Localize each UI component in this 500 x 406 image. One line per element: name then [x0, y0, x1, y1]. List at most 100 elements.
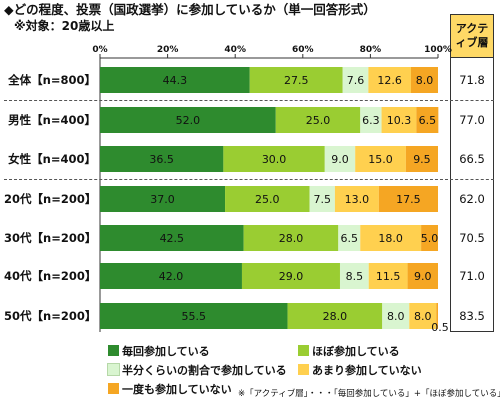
bar-segment — [360, 225, 422, 251]
data-label: 0.5 — [431, 321, 449, 334]
data-label: 13.0 — [345, 193, 370, 206]
bar-segment — [287, 303, 383, 329]
legend-item: 半分くらいの割合で参加している — [107, 363, 287, 378]
data-label: 7.5 — [313, 193, 331, 206]
chart-title: ◆どの程度、投票（国政選挙）に参加しているか（単一回答形式） — [4, 2, 376, 17]
active-layer-value: 77.0 — [459, 113, 485, 127]
data-label: 44.3 — [163, 74, 188, 87]
data-label: 9.0 — [331, 153, 349, 166]
data-label: 9.0 — [414, 270, 432, 283]
bar-segment — [100, 263, 242, 289]
data-label: 29.0 — [279, 270, 304, 283]
data-label: 8.0 — [416, 74, 434, 87]
data-label: 18.0 — [378, 232, 403, 245]
category-label: 男性【n=400】 — [8, 113, 96, 127]
legend-item: 一度も参加していない — [108, 383, 232, 397]
bar-segment — [241, 263, 340, 289]
data-label: 37.0 — [150, 193, 175, 206]
data-label: 42.0 — [159, 270, 184, 283]
bar-segment — [378, 186, 438, 212]
bar-segment — [410, 67, 438, 93]
x-tick-label: 40% — [224, 45, 246, 55]
data-label: 42.5 — [160, 232, 185, 245]
bar-segment — [100, 107, 276, 133]
active-layer-header-label: アクティブ層 — [455, 22, 489, 49]
active-layer-value: 70.5 — [459, 231, 485, 245]
bar-segment — [381, 107, 417, 133]
legend-label: 毎回参加している — [122, 345, 210, 358]
bar-segment — [223, 146, 325, 172]
data-label: 28.0 — [323, 310, 348, 323]
bar-segment — [309, 186, 335, 212]
bar-segment — [368, 67, 411, 93]
data-label: 6.3 — [362, 114, 380, 127]
footnote: ※「アクティブ層」・・・「毎回参加している」+「ほぼ参加している」 — [238, 389, 500, 399]
data-label: 5.0 — [421, 232, 439, 245]
data-label: 55.5 — [182, 310, 207, 323]
group-separator — [4, 179, 448, 180]
bar-segment — [243, 225, 339, 251]
legend-label: ほぼ参加している — [312, 345, 400, 358]
bar-segment — [368, 263, 408, 289]
x-tick-label: 20% — [157, 45, 179, 55]
legend-label: 半分くらいの割合で参加している — [122, 364, 287, 377]
active-layer-value: 83.5 — [459, 309, 485, 323]
data-label: 28.0 — [279, 232, 304, 245]
data-label: 52.0 — [176, 114, 201, 127]
legend-item: あまり参加していない — [298, 364, 422, 378]
data-label: 25.0 — [306, 114, 331, 127]
bar-segment — [339, 263, 369, 289]
category-label: 20代【n=200】 — [4, 192, 97, 206]
data-label: 10.3 — [387, 114, 412, 127]
data-label: 7.6 — [347, 74, 365, 87]
active-separator — [450, 100, 494, 101]
data-label: 8.0 — [414, 310, 432, 323]
category-label: 女性【n=400】 — [8, 152, 96, 166]
bar-segment — [334, 186, 379, 212]
bar-segment — [342, 67, 369, 93]
bar-segment — [416, 107, 439, 133]
category-label: 50代【n=200】 — [4, 309, 97, 323]
category-label: 30代【n=200】 — [4, 231, 97, 245]
active-layer-value: 71.8 — [459, 73, 485, 87]
bar-segment — [275, 107, 361, 133]
bar-segment — [100, 67, 250, 93]
bar-segment — [360, 107, 382, 133]
data-label: 11.5 — [376, 270, 401, 283]
x-tick-label: 0% — [92, 45, 107, 55]
legend-item: 毎回参加している — [108, 345, 210, 359]
legend-swatch — [108, 345, 119, 356]
active-layer-value: 71.0 — [459, 269, 485, 283]
x-tick-label: 80% — [360, 45, 382, 55]
data-label: 17.5 — [396, 193, 421, 206]
data-label: 25.0 — [255, 193, 280, 206]
bar-segment — [436, 303, 438, 329]
bar-segment — [225, 186, 310, 212]
data-label: 36.5 — [149, 153, 174, 166]
data-label: 6.5 — [341, 232, 359, 245]
x-tick-label: 60% — [292, 45, 314, 55]
bar-segment — [100, 186, 226, 212]
data-label: 9.5 — [413, 153, 431, 166]
bar-segment — [405, 146, 438, 172]
legend-label: あまり参加していない — [312, 364, 422, 377]
data-label: 15.0 — [368, 153, 393, 166]
bar-segment — [382, 303, 410, 329]
active-layer-value: 66.5 — [459, 152, 485, 166]
group-separator — [4, 100, 448, 101]
legend-label: 一度も参加していない — [122, 383, 232, 396]
data-label: 30.0 — [262, 153, 287, 166]
data-label: 12.6 — [377, 74, 402, 87]
bar-segment — [355, 146, 406, 172]
data-label: 8.0 — [387, 310, 405, 323]
data-label: 6.5 — [419, 114, 437, 127]
chart-subtitle: ※対象：20歳以上 — [14, 19, 115, 33]
category-label: 40代【n=200】 — [4, 269, 97, 283]
data-label: 8.5 — [346, 270, 364, 283]
active-separator — [450, 179, 494, 180]
bar-segment — [421, 225, 438, 251]
active-layer-panel — [450, 58, 494, 332]
bar-segment — [338, 225, 361, 251]
bar-segment — [324, 146, 356, 172]
